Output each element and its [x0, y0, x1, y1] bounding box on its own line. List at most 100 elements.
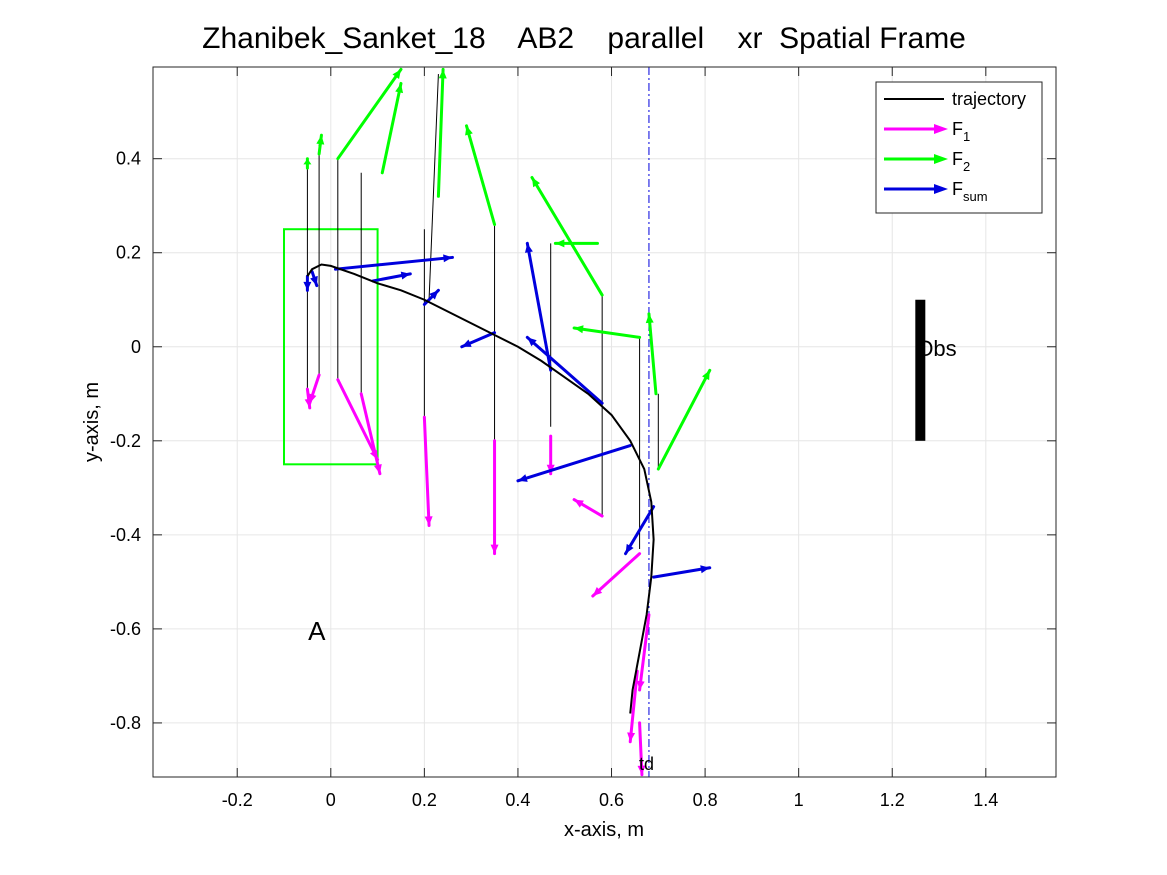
legend-entry-subscript: 2 — [963, 159, 970, 174]
arrow-f1-head — [574, 499, 584, 508]
arrow-f2-head — [303, 158, 312, 165]
arrow-fsum-head — [429, 290, 439, 300]
arrow-fsum — [525, 335, 604, 405]
arrow-fsum-shaft — [624, 505, 656, 556]
arrow-fsum-shaft — [333, 255, 454, 271]
arrow-f2 — [645, 312, 658, 396]
legend-box — [875, 81, 1043, 214]
legend-arrow-head — [934, 184, 948, 194]
arrow-f1-head — [636, 680, 645, 691]
arrow-f2 — [303, 157, 312, 170]
arrow-fsum — [460, 331, 497, 349]
arrow-f2-head — [702, 370, 710, 381]
arrow-fsum — [624, 505, 656, 556]
arrow-f1 — [308, 373, 321, 405]
arrow-f2 — [656, 368, 712, 471]
y-tick-label: -0.8 — [110, 713, 141, 733]
arrow-fsum-head — [700, 565, 710, 574]
arrow-f2-head — [574, 325, 584, 334]
arrow-fsum — [333, 254, 454, 271]
arrow-f2-shaft — [530, 175, 604, 297]
arrow-f1-shaft — [638, 613, 651, 692]
arrow-fsum-shaft — [652, 566, 712, 579]
arrow-fsum-head — [310, 275, 318, 286]
arrow-f1-head — [627, 732, 636, 742]
y-tick-label: -0.2 — [110, 431, 141, 451]
arrow-fsum-head — [517, 474, 528, 482]
arrow-fsum-shaft — [516, 444, 632, 483]
arrow-fsum-head — [524, 243, 533, 253]
arrow-f1 — [637, 721, 646, 777]
arrow-f1-head — [490, 544, 499, 554]
arrow-fsum-shaft — [525, 241, 553, 372]
arrow-fsum-head — [461, 339, 472, 347]
arrow-fsum — [516, 444, 632, 483]
arrow-f2-shaft — [464, 124, 497, 227]
arrow-f2-head — [555, 239, 565, 248]
x-tick-label: 0.4 — [505, 790, 530, 810]
connector-line — [428, 74, 439, 300]
arrow-fsum-head — [625, 543, 634, 554]
arrow-f1-head — [373, 464, 382, 474]
arrow-f2-head — [645, 313, 654, 324]
plot-frame — [152, 66, 1057, 778]
series-f1-arrows — [304, 373, 651, 777]
arrow-f2-shaft — [380, 81, 403, 175]
x-tick-label: 1 — [794, 790, 804, 810]
y-tick-label: -0.4 — [110, 525, 141, 545]
arrow-fsum — [310, 270, 319, 288]
trajectory-line — [306, 263, 655, 714]
y-tick-label: 0.2 — [116, 243, 141, 263]
arrow-fsum-head — [443, 254, 453, 263]
obstacle-bar — [915, 299, 926, 441]
arrow-f2-head — [438, 69, 447, 79]
legend-entry-label: trajectory — [952, 89, 1026, 109]
arrow-f1-shaft — [591, 552, 642, 598]
axis-ticks: -0.2 0 0.2 0.4 0.6 0.8 1 1.2 1.4 -0.8 -0.6 -0.4 -0.2… — [110, 67, 1056, 810]
arrow-fsum-shaft — [525, 335, 604, 405]
arrow-f2 — [316, 133, 325, 156]
legend-entry-subscript: 1 — [963, 129, 970, 144]
arrow-fsum — [303, 274, 312, 292]
x-tick-label: 0 — [326, 790, 336, 810]
arrow-f1-shaft — [422, 415, 431, 527]
arrow-f2-head — [395, 83, 404, 94]
legend-entry-subscript: sum — [963, 189, 988, 204]
arrow-f2-shaft — [572, 326, 642, 339]
arrow-f2 — [436, 67, 447, 198]
arrow-f1-shaft — [359, 392, 382, 476]
arrow-f2-head — [316, 135, 325, 145]
arrow-fsum — [371, 271, 412, 283]
arrow-f1-head — [424, 516, 433, 526]
arrow-fsum-head — [400, 271, 411, 280]
series-f2-arrows — [303, 67, 712, 471]
arrow-f2-shaft — [647, 312, 658, 396]
arrow-f1 — [422, 415, 433, 527]
x-tick-label: 0.6 — [599, 790, 624, 810]
arrow-f2 — [464, 124, 497, 227]
arrow-f2 — [572, 325, 642, 339]
legend-arrow-head — [934, 124, 948, 134]
legend-arrow-head — [934, 154, 948, 164]
arrow-f1 — [591, 552, 642, 598]
arrow-f1-head — [637, 765, 646, 775]
arrow-f2-head — [531, 177, 541, 188]
target-line-label: td — [639, 754, 654, 774]
arrow-f1 — [359, 392, 382, 476]
arrow-f1 — [636, 613, 651, 692]
arrow-f1 — [572, 498, 604, 518]
arrow-f1-shaft — [336, 378, 380, 462]
chart-title: Zhanibek_Sanket_18 AB2 parallel xr Spati… — [202, 22, 966, 55]
arrow-f2-shaft — [436, 67, 445, 198]
arrow-f2 — [336, 67, 403, 161]
x-tick-label: 0.8 — [693, 790, 718, 810]
arrow-f2-shaft — [656, 368, 712, 471]
arrow-f2 — [380, 81, 404, 175]
arrow-f2-head — [392, 69, 401, 80]
arrow-f1-head — [592, 586, 603, 596]
arrow-f1-head — [308, 393, 317, 404]
y-tick-label: -0.6 — [110, 619, 141, 639]
plot-data — [283, 67, 926, 777]
y-axis-label: y-axis, m — [81, 382, 103, 462]
x-tick-label: 1.2 — [880, 790, 905, 810]
